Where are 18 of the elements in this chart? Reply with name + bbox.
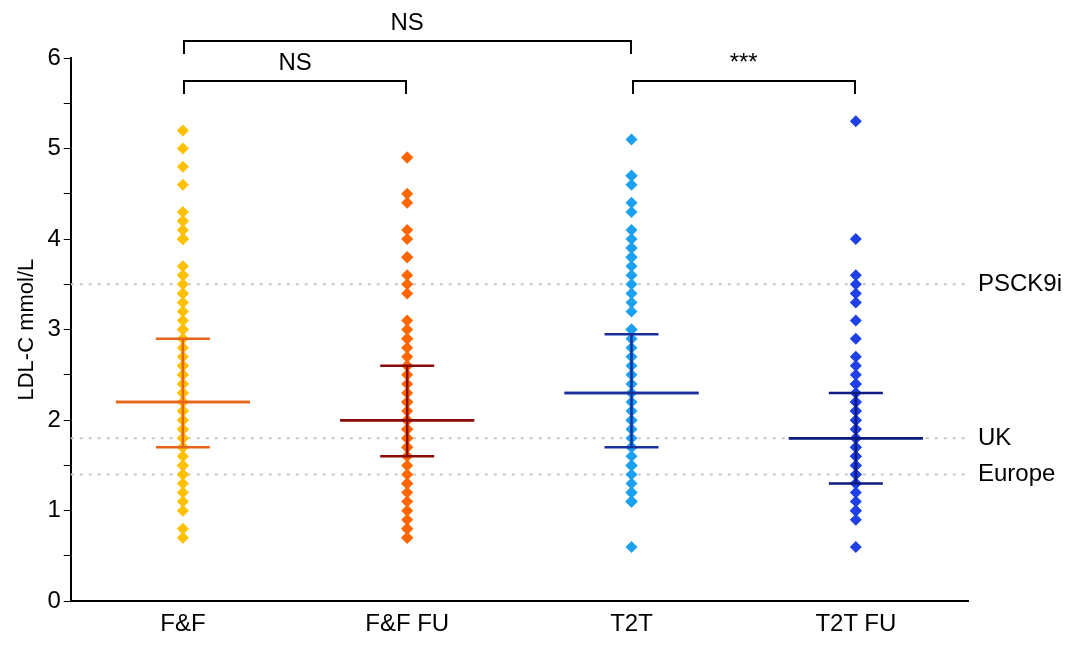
y-tick-label: 1 bbox=[47, 495, 61, 523]
y-tick-label: 5 bbox=[47, 133, 61, 161]
y-tick-label: 0 bbox=[47, 585, 61, 613]
annotation: NS bbox=[278, 48, 312, 76]
ref-line-label: UK bbox=[978, 422, 1012, 450]
y-tick-label: 6 bbox=[47, 42, 61, 70]
ref-line-label: PSCK9i bbox=[978, 268, 1063, 296]
y-axis-title: LDL-C mmol/L bbox=[13, 258, 39, 401]
x-tick-label: F&F bbox=[160, 609, 206, 637]
x-tick-label: T2T FU bbox=[815, 609, 897, 637]
y-tick-label: 4 bbox=[47, 223, 61, 251]
annotation: *** bbox=[729, 48, 758, 76]
ref-line-label: Europe bbox=[978, 459, 1056, 487]
x-tick-label: T2T bbox=[610, 609, 654, 637]
text: NS bbox=[390, 8, 424, 36]
y-tick-label: 2 bbox=[47, 404, 61, 432]
x-tick-label: F&F FU bbox=[365, 609, 450, 637]
y-tick-label: 3 bbox=[47, 314, 61, 342]
